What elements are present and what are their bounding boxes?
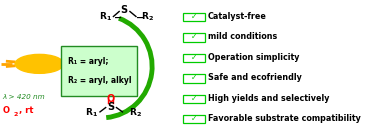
Text: $\mathbf{R_2}$: $\mathbf{R_2}$ <box>141 10 154 23</box>
Text: λ > 420 nm: λ > 420 nm <box>2 94 45 100</box>
Text: $\mathbf{-}$: $\mathbf{-}$ <box>135 11 144 22</box>
FancyBboxPatch shape <box>61 46 137 96</box>
Text: $\mathbf{R_1}$: $\mathbf{R_1}$ <box>85 106 98 119</box>
Text: Operation simplicity: Operation simplicity <box>208 53 299 62</box>
FancyBboxPatch shape <box>183 54 204 62</box>
FancyBboxPatch shape <box>183 13 204 21</box>
Text: mild conditions: mild conditions <box>208 32 277 41</box>
Text: High yields and selectively: High yields and selectively <box>208 94 329 103</box>
Text: , rt: , rt <box>19 106 33 115</box>
Text: ✓: ✓ <box>191 94 197 103</box>
Text: $\mathbf{S}$: $\mathbf{S}$ <box>120 3 129 15</box>
FancyBboxPatch shape <box>183 74 204 83</box>
Text: ✓: ✓ <box>191 32 197 41</box>
Text: $\mathbf{R_2}$: $\mathbf{R_2}$ <box>129 106 141 119</box>
Circle shape <box>15 54 64 73</box>
FancyBboxPatch shape <box>183 33 204 42</box>
Text: O: O <box>2 106 9 115</box>
Text: ✓: ✓ <box>191 53 197 62</box>
FancyBboxPatch shape <box>183 95 204 103</box>
FancyBboxPatch shape <box>183 115 204 123</box>
Text: ✓: ✓ <box>191 12 197 21</box>
Text: $\mathbf{O}$: $\mathbf{O}$ <box>106 92 116 104</box>
Text: $\mathbf{S}$: $\mathbf{S}$ <box>107 100 115 112</box>
Text: $\mathbf{-}$: $\mathbf{-}$ <box>113 11 122 22</box>
Text: 2: 2 <box>14 112 18 117</box>
Text: Catalyst-free: Catalyst-free <box>208 12 266 21</box>
Text: ✓: ✓ <box>191 73 197 82</box>
Text: ✓: ✓ <box>191 114 197 123</box>
Text: Safe and ecofriendly: Safe and ecofriendly <box>208 73 302 82</box>
Text: Favorable substrate compatibility: Favorable substrate compatibility <box>208 114 361 123</box>
Text: $\mathbf{R_1}$: $\mathbf{R_1}$ <box>99 10 112 23</box>
Text: R₂ = aryl, alkyl: R₂ = aryl, alkyl <box>68 76 132 85</box>
Text: R₁ = aryl;: R₁ = aryl; <box>68 57 108 66</box>
